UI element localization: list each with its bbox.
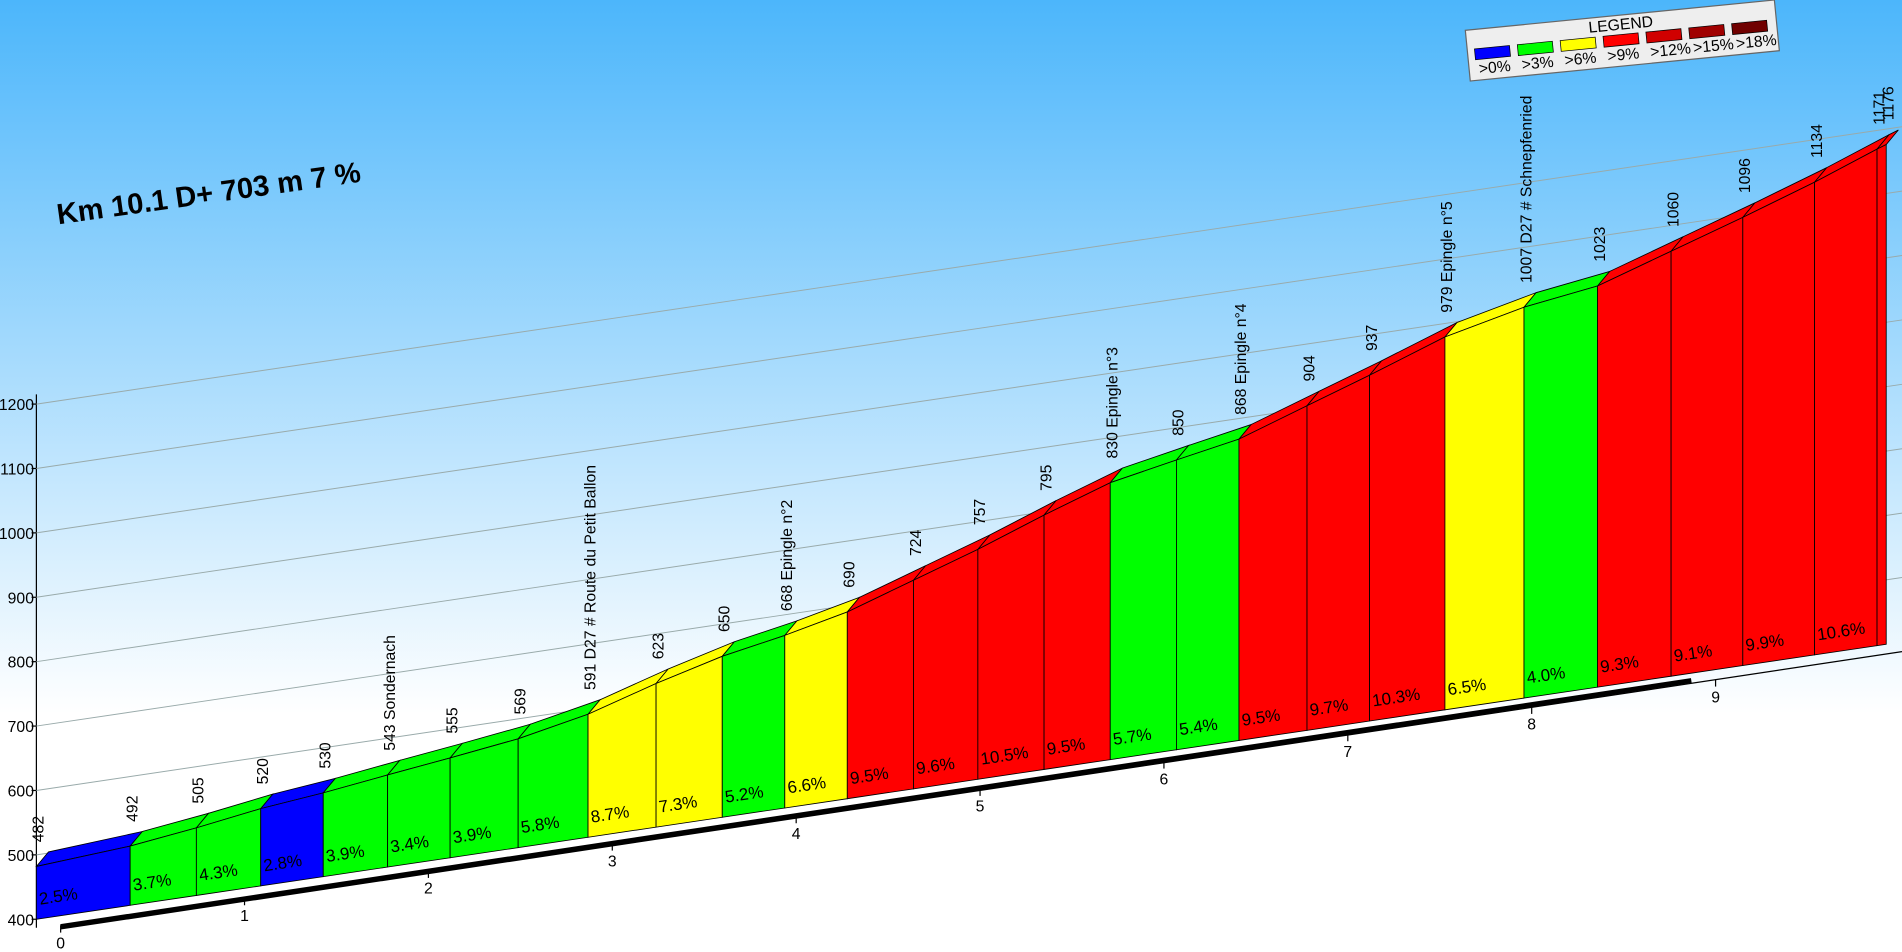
segment: [1670, 216, 1744, 677]
legend-swatch: [1688, 24, 1726, 40]
altitude-label: 1134: [1809, 124, 1826, 158]
legend: LEGEND >0% >3% >6% >9% >12% >15% >18%: [1464, 0, 1780, 82]
x-tick-label: 5: [976, 799, 985, 816]
x-tick-label: 1: [240, 908, 249, 925]
altitude-label: 505: [191, 777, 208, 804]
altitude-label: 937: [1364, 325, 1381, 351]
legend-label: >6%: [1564, 50, 1597, 70]
grid-line: [36, 190, 1902, 469]
altitude-label: 979 Epingle n°5: [1439, 201, 1456, 313]
segment: [1742, 181, 1815, 667]
segment: [1523, 285, 1598, 699]
legend-label: >3%: [1521, 54, 1554, 74]
segment: [977, 514, 1045, 780]
x-tick-label: 4: [792, 826, 801, 843]
altitude-label: 868 Epingle n°4: [1233, 303, 1250, 415]
baseline: [60, 651, 1902, 930]
legend-swatch: [1731, 19, 1769, 35]
altitude-label: 690: [842, 561, 859, 588]
grid-line: [36, 126, 1902, 405]
y-tick-label: 400: [8, 912, 35, 929]
altitude-label: 1176: [1881, 86, 1898, 120]
altitude-label: 543 Sondernach: [382, 635, 399, 751]
y-tick-label: 1200: [0, 397, 34, 414]
legend-label: >12%: [1650, 40, 1692, 61]
segment: [1238, 405, 1308, 741]
y-tick-label: 1100: [0, 462, 34, 479]
altitude-label: 650: [717, 606, 734, 633]
legend-label: >0%: [1478, 58, 1511, 78]
segment: [1043, 482, 1111, 770]
altitude-label: 1023: [1592, 226, 1609, 261]
altitude-label: 850: [1171, 409, 1188, 436]
altitude-label: 555: [444, 707, 461, 734]
legend-swatch: [1474, 45, 1511, 61]
x-tick-label: 9: [1711, 689, 1720, 706]
legend-swatch: [1559, 36, 1597, 52]
x-tick-label: 8: [1527, 717, 1536, 734]
altitude-label: 569: [512, 688, 529, 715]
x-tick-label: 2: [424, 881, 433, 898]
segment: [1369, 336, 1446, 722]
altitude-label: 591 D27 # Route du Petit Ballon: [582, 465, 599, 690]
x-tick-label: 6: [1160, 771, 1169, 788]
legend-swatch: [1602, 32, 1640, 48]
segment: [1176, 438, 1240, 751]
altitude-label: 795: [1038, 464, 1055, 491]
altitude-label: 1171: [1871, 91, 1888, 125]
y-tick-label: 600: [8, 784, 35, 801]
legend-swatch: [1516, 40, 1554, 56]
legend-label: >9%: [1607, 45, 1640, 65]
altitude-label: 530: [318, 742, 335, 769]
segment: [913, 548, 979, 790]
segment: [1444, 306, 1525, 711]
altitude-label: 904: [1301, 355, 1318, 382]
y-tick-label: 500: [8, 848, 35, 865]
altitude-label: 1060: [1665, 192, 1682, 227]
legend-title: LEGEND: [1588, 14, 1654, 37]
altitude-label: 492: [124, 796, 141, 822]
segment: [1876, 143, 1887, 647]
x-tick-label: 0: [56, 935, 65, 952]
y-tick-label: 700: [8, 719, 35, 736]
segment: [1109, 459, 1177, 761]
altitude-label: 482: [31, 816, 48, 842]
altitude-label: 1096: [1737, 158, 1754, 193]
legend-swatch: [1645, 28, 1683, 44]
baseline-shadow: [60, 678, 1692, 929]
legend-label: >18%: [1735, 32, 1777, 53]
altitude-label: 520: [255, 758, 272, 785]
altitude-label: 830 Epingle n°3: [1105, 347, 1122, 459]
segment: [1814, 148, 1878, 656]
y-tick-label: 900: [8, 590, 35, 607]
segment: [1597, 250, 1672, 688]
y-tick-label: 1000: [0, 526, 34, 543]
legend-label: >15%: [1692, 36, 1734, 57]
y-tick-label: 800: [8, 655, 35, 672]
altitude-label: 623: [650, 633, 667, 660]
altitude-label: 1007 D27 # Schnepfenried: [1518, 96, 1535, 283]
altitude-label: 757: [972, 499, 989, 525]
altitude-label: 668 Epingle n°2: [779, 500, 796, 611]
altitude-label: 724: [908, 529, 925, 556]
segment: [1306, 374, 1370, 731]
x-tick-label: 7: [1343, 744, 1352, 761]
x-tick-label: 3: [608, 853, 617, 870]
